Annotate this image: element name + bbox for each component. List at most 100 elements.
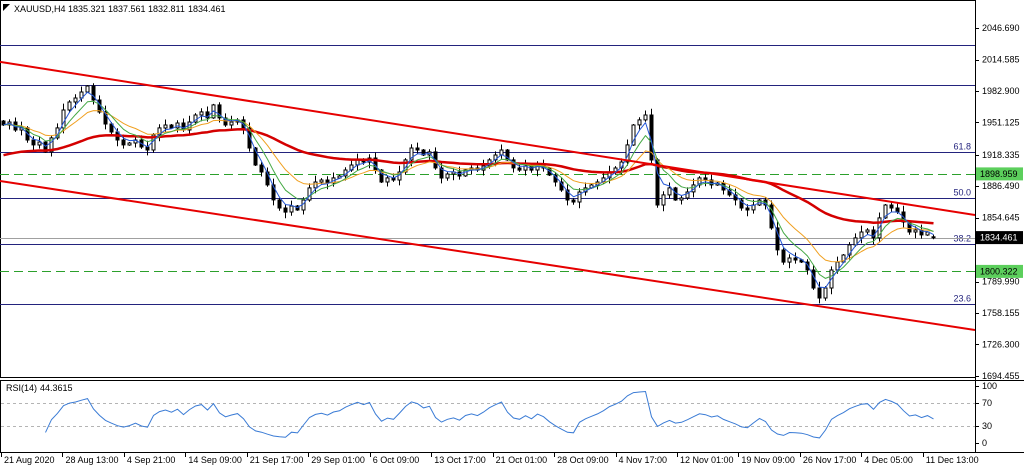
level-price-label: 1800.322 <box>980 266 1018 276</box>
candle-body <box>319 179 324 183</box>
time-axis[interactable]: 21 Aug 2020 28 Aug 13:00 4 Sep 21:00 14 Sep… <box>1 452 979 465</box>
candle-body <box>415 147 420 151</box>
candle <box>781 248 786 265</box>
candle-body <box>379 169 384 183</box>
candle-body <box>121 139 126 146</box>
rsi-panel[interactable]: RSI(14) 44.3615 100 70 30 0 <box>1 381 997 448</box>
candle-body <box>853 237 858 246</box>
candle <box>133 137 138 148</box>
fib-level-label: 23.6 <box>953 294 971 304</box>
candle-body <box>931 236 936 239</box>
price-tick-label: 1789.990 <box>982 277 1020 287</box>
ma-orange-line <box>3 110 934 263</box>
candle-body <box>37 141 42 146</box>
candle <box>775 221 780 256</box>
time-tick-label: 28 Oct 09:00 <box>557 455 609 465</box>
bar-close-value: 1834.461 <box>188 4 226 14</box>
candle <box>679 195 684 205</box>
candle-body <box>685 191 690 199</box>
candle <box>385 175 390 187</box>
candle <box>49 135 54 157</box>
candle <box>805 259 810 275</box>
candle-body <box>439 167 444 179</box>
candle-body <box>289 205 294 213</box>
price-tick-label: 1854.645 <box>982 213 1020 223</box>
price-tick-label: 1694.455 <box>982 371 1020 381</box>
candles <box>1 83 936 304</box>
current-price-label: 1834.461 <box>980 233 1018 243</box>
candle-body <box>313 181 318 189</box>
candle <box>421 149 426 156</box>
candle-body <box>577 191 582 203</box>
candle <box>847 242 852 260</box>
candle <box>355 153 360 171</box>
candle <box>313 175 318 194</box>
candle-body <box>409 147 414 161</box>
candle <box>565 183 570 206</box>
candle-body <box>817 287 822 299</box>
candle-body <box>745 207 750 211</box>
time-tick-label: 21 Sep 17:00 <box>250 455 304 465</box>
fib-level-label: 61.8 <box>953 142 971 152</box>
candle <box>667 182 672 199</box>
candle <box>709 174 714 189</box>
candle-body <box>859 231 864 239</box>
rsi-line <box>45 390 934 439</box>
candle-body <box>889 204 894 209</box>
candle-body <box>661 194 666 206</box>
time-tick-label: 12 Nov 01:00 <box>680 455 734 465</box>
price-axis[interactable]: 2046.690 2014.585 1982.900 1951.125 1918.335… <box>975 23 1023 381</box>
time-tick-label: 11 Dec 13:00 <box>926 455 979 465</box>
candle-body <box>253 147 258 166</box>
time-tick-label: 4 Sep 21:00 <box>127 455 176 465</box>
candle-body <box>277 199 282 209</box>
candle-body <box>847 244 852 256</box>
candle <box>637 117 642 130</box>
level-price-badge <box>976 167 1023 181</box>
candle <box>109 122 114 135</box>
candle <box>217 102 222 123</box>
price-tick-label: 2014.585 <box>982 55 1020 65</box>
candle <box>283 204 288 219</box>
candle-body <box>85 85 90 93</box>
symbol-timeframe: XAUUSD,H4 <box>14 4 66 14</box>
dropdown-arrow-icon[interactable] <box>3 4 10 11</box>
candle-body <box>571 199 576 203</box>
candle <box>577 188 582 209</box>
candle <box>523 159 528 176</box>
candle <box>499 144 504 159</box>
candle-body <box>103 111 108 125</box>
candle-body <box>259 164 264 173</box>
candle <box>817 281 822 304</box>
time-tick-label: 21 Oct 01:00 <box>496 455 548 465</box>
candle <box>277 198 282 211</box>
candle <box>643 110 648 122</box>
candle-body <box>517 167 522 171</box>
candle-body <box>643 114 648 121</box>
candle-body <box>421 149 426 156</box>
time-tick-label: 6 Oct 09:00 <box>373 455 420 465</box>
candle-body <box>199 111 204 116</box>
candle <box>199 108 204 122</box>
candle-body <box>637 119 642 126</box>
candle-body <box>823 287 828 299</box>
rsi-tick-label: 70 <box>982 398 992 408</box>
candle-body <box>793 257 798 261</box>
candle-body <box>127 142 132 146</box>
bar-open-value: 1835.321 <box>68 4 106 14</box>
candle <box>931 234 936 240</box>
candle <box>145 140 150 156</box>
bar-high-value: 1837.561 <box>108 4 146 14</box>
bar-low-value: 1832.811 <box>148 4 185 14</box>
candle-body <box>565 189 570 201</box>
candle-body <box>49 137 54 153</box>
moving-averages <box>3 91 934 289</box>
candle <box>853 233 858 247</box>
candle <box>169 124 174 129</box>
ma-green-line <box>3 100 934 279</box>
candle-body <box>169 124 174 129</box>
price-tick-label: 1726.300 <box>982 340 1020 350</box>
candle-body <box>223 117 228 126</box>
candle <box>739 198 744 211</box>
